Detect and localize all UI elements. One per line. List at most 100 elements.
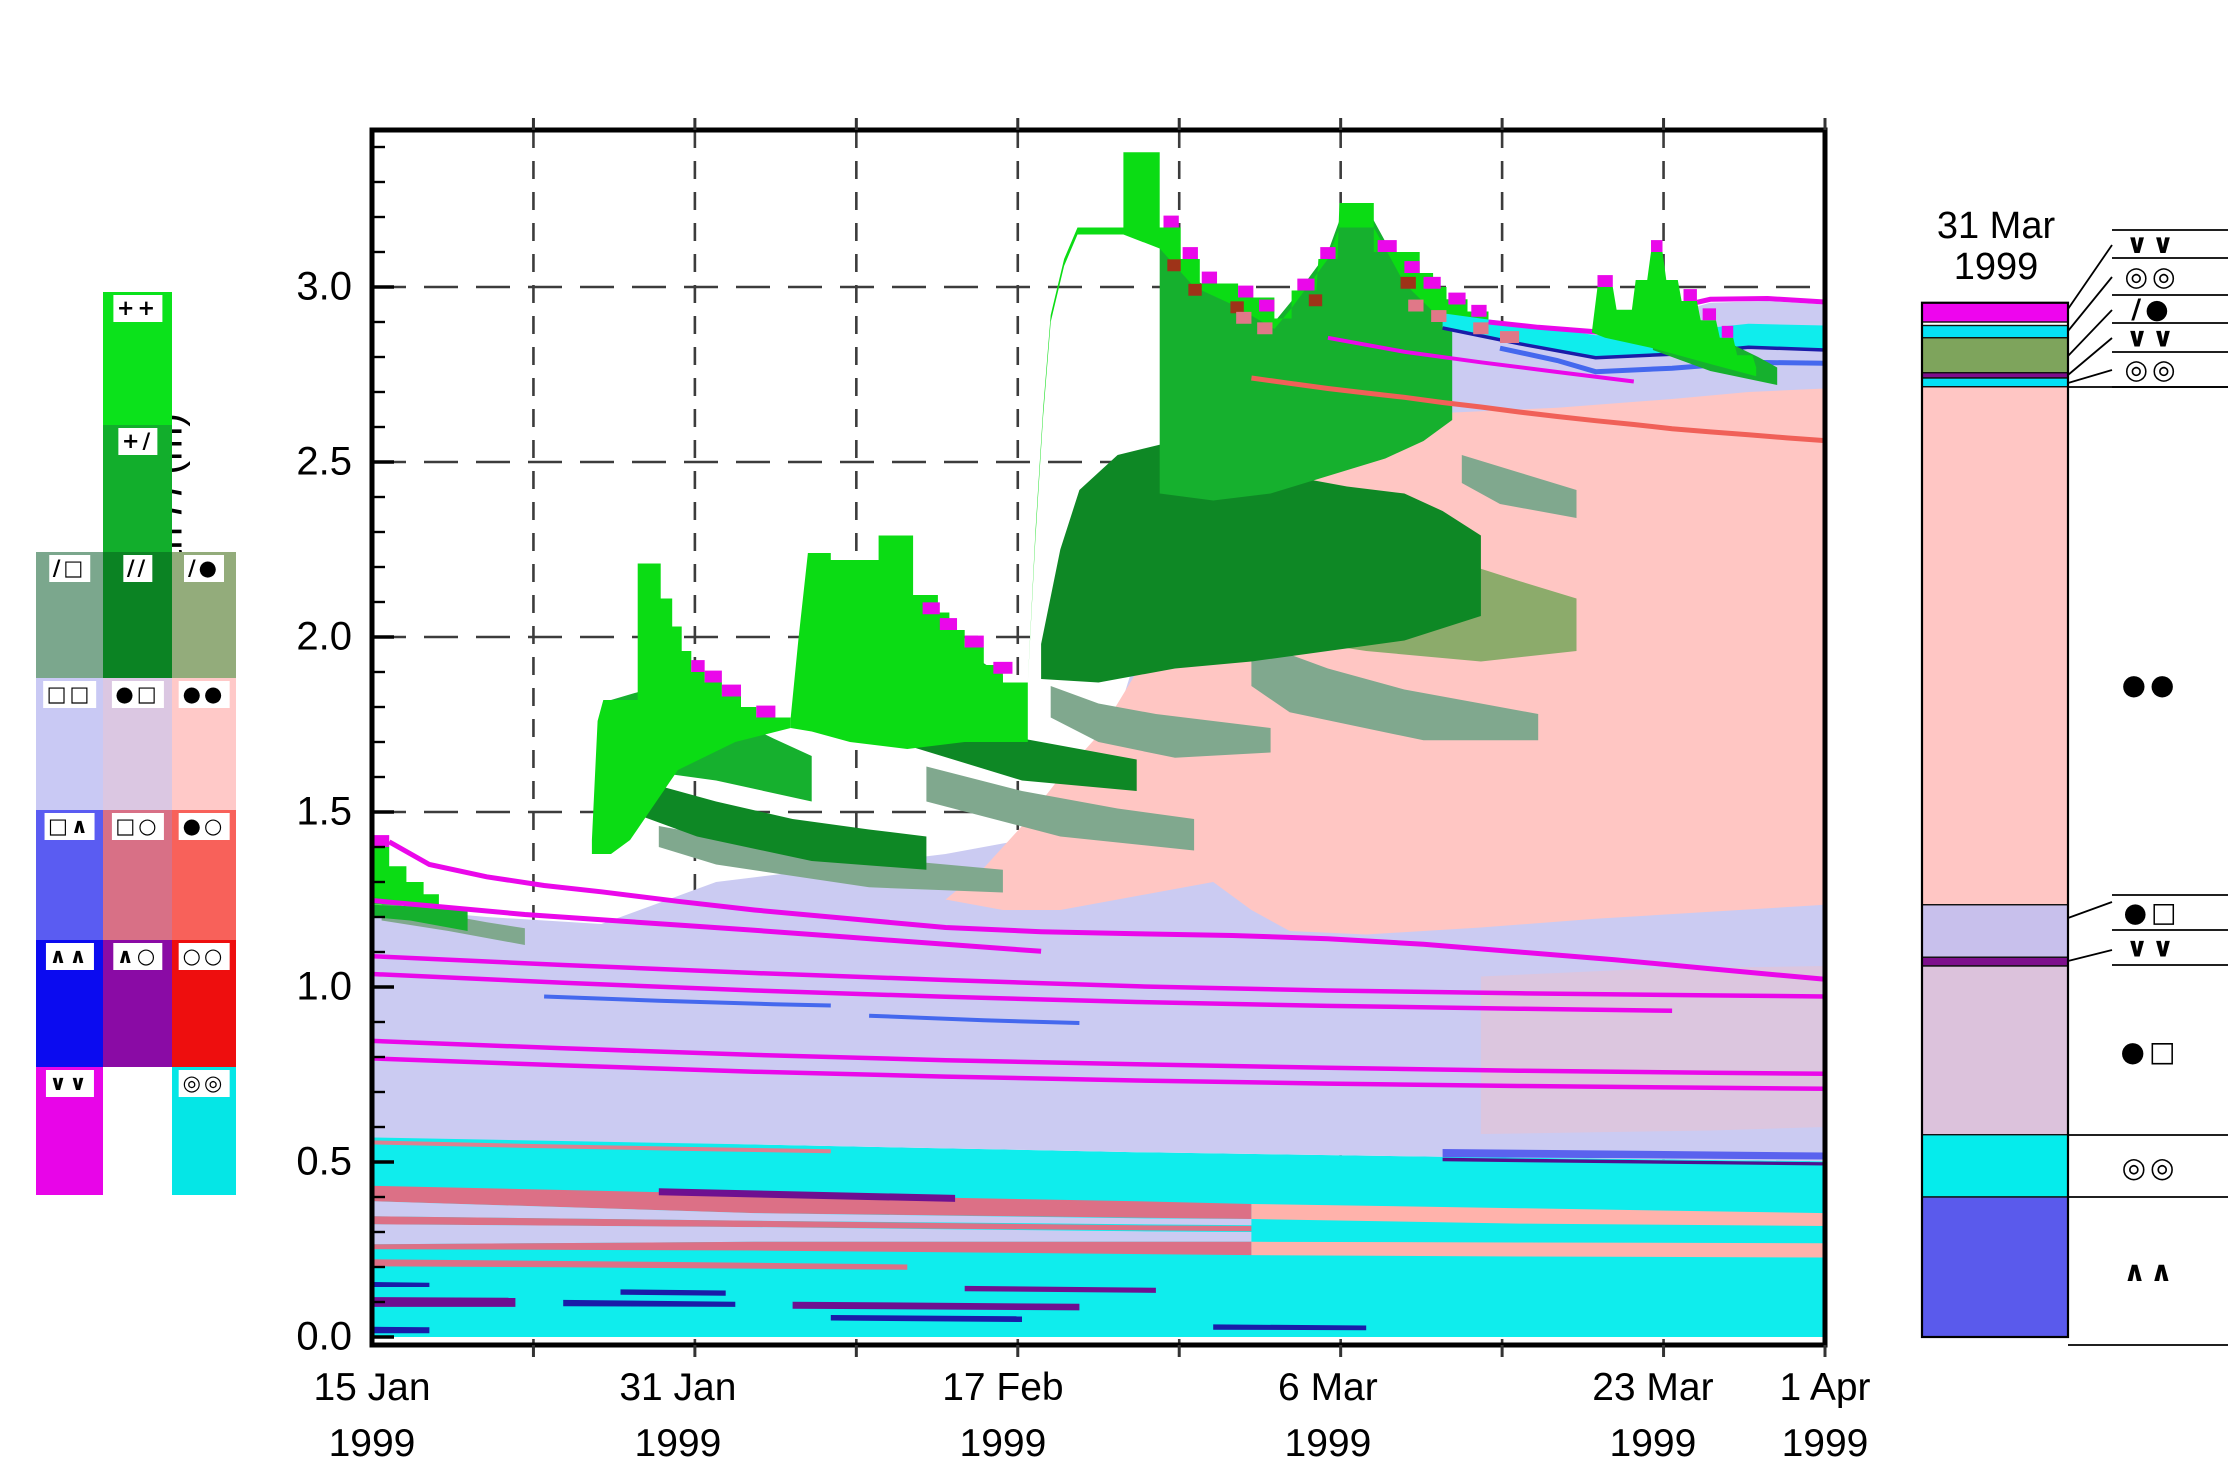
legend-cell: ○○	[172, 940, 236, 1067]
legend-grain-symbol: /●	[184, 555, 224, 582]
plot-data-area	[372, 130, 1825, 1345]
surface-hoar-cap	[1230, 301, 1244, 314]
grain-symbol-label: ●□	[2121, 1035, 2180, 1068]
y-tick-label: 1.5	[296, 789, 352, 834]
y-tick-label: 0.0	[296, 1314, 352, 1359]
surface-hoar-cap	[1188, 283, 1202, 296]
legend-cell: /●	[172, 552, 236, 678]
grain-symbol-label: ●□	[2123, 898, 2180, 929]
profile-layer	[1921, 956, 2069, 967]
buried-layer-line	[372, 953, 1825, 999]
legend-cell: □∧	[36, 810, 103, 940]
surface-hoar-cap	[756, 705, 776, 718]
strata-polygon	[964, 1285, 1156, 1293]
grain-symbol-label: ∧∧	[2123, 1255, 2176, 1288]
legend-cell: □□	[36, 678, 103, 810]
strata-polygon	[1442, 1149, 1825, 1160]
buried-layer-line	[544, 994, 831, 1008]
buried-layer-line	[387, 839, 1825, 982]
legend-cell: □○	[103, 810, 172, 940]
y-tick-label: 2.5	[296, 439, 352, 484]
surface-hoar-cap	[1702, 308, 1717, 321]
surface-hoar-cap	[1473, 322, 1489, 335]
y-tick-label: 0.5	[296, 1139, 352, 1184]
surface-hoar-cap	[1163, 215, 1179, 228]
legend-grain-symbol: ●●	[178, 681, 230, 708]
profile-layer	[1921, 324, 2069, 339]
surface-hoar-cap	[964, 635, 984, 648]
x-tick-label: 23 Mar 1999	[1592, 1366, 1714, 1465]
strata-polygon	[1041, 441, 1481, 683]
buried-layer-line	[1327, 335, 1635, 384]
surface-hoar-cap	[1167, 259, 1181, 272]
surface-hoar-cap	[1408, 299, 1424, 312]
profile-layer	[1921, 1196, 2069, 1338]
strata-polygon	[372, 1201, 1252, 1226]
buried-layer-line	[372, 1140, 831, 1154]
surface-hoar-cap	[691, 660, 705, 672]
strata-polygon	[1461, 455, 1577, 518]
strata-polygon	[563, 1299, 736, 1307]
buried-layer-line	[1251, 375, 1825, 444]
profile-layer	[1921, 1133, 2069, 1198]
buried-layer-line	[372, 898, 1042, 954]
legend-cell: ∧○	[103, 940, 172, 1067]
strata-polygon	[1251, 1241, 1825, 1258]
legend-cell: ∧∧	[36, 940, 103, 1067]
profile-layer	[1921, 377, 2069, 388]
plot-frame	[369, 118, 1828, 1357]
buried-layer-line	[372, 1056, 1825, 1092]
buried-layer-line	[869, 1013, 1080, 1025]
legend-grain-symbol: □∧	[44, 813, 95, 840]
grain-symbol-label: /●	[2131, 294, 2172, 325]
strata-polygon	[790, 535, 1028, 749]
strata-polygon	[372, 1326, 430, 1334]
x-tick-label: 15 Jan 1999	[313, 1366, 431, 1465]
strata-polygon	[926, 766, 1195, 851]
grain-symbol-label: ∨∨	[2126, 323, 2178, 354]
grain-symbol-label: ●●	[2122, 668, 2179, 701]
surface-hoar-cap	[1297, 278, 1315, 291]
strata-polygon	[1591, 252, 1757, 377]
surface-hoar-cap	[1236, 311, 1252, 324]
surface-hoar-cap	[1597, 275, 1613, 287]
strata-polygon	[830, 1315, 1022, 1322]
surface-hoar-cap	[704, 670, 722, 683]
legend-grain-symbol: ○○	[178, 943, 230, 970]
surface-hoar-cap	[1471, 304, 1487, 317]
legend-grain-symbol: +/	[117, 428, 158, 455]
strata-polygon	[1251, 640, 1539, 741]
grain-symbol-label: ◎◎	[2122, 1151, 2179, 1184]
surface-hoar-cap	[1499, 331, 1520, 343]
strata-polygon	[1050, 686, 1271, 758]
surface-hoar-cap	[1721, 325, 1734, 338]
strata-polygon	[372, 1216, 1252, 1232]
legend-grain-symbol: ●○	[178, 813, 230, 840]
grain-symbol-label: ∨∨	[2126, 229, 2178, 260]
legend-cell: ◎◎	[172, 1067, 236, 1195]
strata-polygon	[372, 1241, 1252, 1256]
profile-layer	[1921, 386, 2069, 906]
buried-layer-line	[372, 971, 1673, 1014]
surface-hoar-cap	[1308, 294, 1323, 307]
strata-polygon	[372, 1185, 1252, 1219]
surface-hoar-cap	[993, 661, 1013, 674]
profile-layer	[1921, 337, 2069, 374]
strata-polygon	[372, 847, 439, 905]
strata-polygon	[372, 1259, 908, 1270]
strata-polygon	[372, 1297, 516, 1307]
surface-hoar-cap	[1448, 292, 1466, 305]
grain-symbol-label: ◎◎	[2124, 355, 2179, 386]
profile-layer	[1921, 302, 2069, 323]
profile-layer	[1921, 965, 2069, 1136]
legend-grain-symbol: //	[122, 555, 153, 582]
surface-hoar-cap	[1683, 289, 1697, 301]
profile-column-31mar	[1920, 301, 2070, 1339]
surface-hoar-cap	[1201, 271, 1218, 284]
surface-hoar-cap	[1431, 310, 1447, 322]
y-tick-label: 3.0	[296, 264, 352, 309]
legend-grain-symbol: ●□	[111, 681, 164, 708]
legend-grain-symbol: ◎◎	[178, 1070, 230, 1097]
